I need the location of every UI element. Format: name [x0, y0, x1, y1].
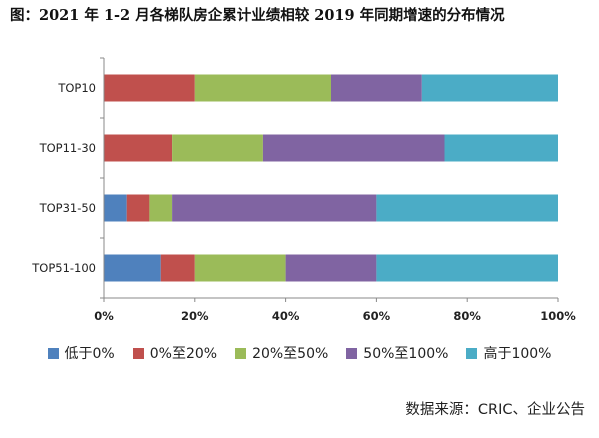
bar-segment-top11-30-s3 — [262, 134, 445, 162]
bar-segment-top10-s4 — [421, 74, 558, 102]
bar-segment-top51-100-s4 — [376, 254, 558, 282]
bar-segment-top31-50-s4 — [376, 194, 558, 222]
legend-swatch — [466, 347, 478, 359]
legend-label: 0%至20% — [149, 346, 218, 362]
legend-item: 0%至20% — [132, 343, 218, 363]
y-tick-label: TOP31-50 — [39, 201, 96, 215]
legend-item: 高于100% — [466, 343, 551, 363]
legend: 低于0% 0%至20% 20%至50% 50%至100% 高于100% — [0, 342, 599, 364]
bar-segment-top51-100-s0 — [104, 254, 161, 282]
legend-item: 低于0% — [47, 343, 115, 363]
legend-label: 高于100% — [483, 346, 552, 362]
bar-segment-top51-100-s1 — [160, 254, 195, 282]
bar-segment-top31-50-s0 — [104, 194, 127, 222]
bar-segment-top11-30-s4 — [444, 134, 558, 162]
x-tick-label: 100% — [540, 309, 576, 323]
legend-item: 50%至100% — [346, 343, 448, 363]
x-tick-label: 80% — [453, 309, 481, 323]
y-tick-label: TOP10 — [57, 81, 96, 95]
x-tick-label: 20% — [181, 309, 209, 323]
bar-segment-top10-s3 — [331, 74, 422, 102]
bar-segment-top10-s1 — [104, 74, 195, 102]
data-source: 数据来源：CRIC、企业公告 — [405, 402, 585, 418]
y-tick-label: TOP51-100 — [31, 261, 96, 275]
x-tick-label: 0% — [94, 309, 114, 323]
legend-swatch — [346, 347, 358, 359]
bar-segment-top11-30-s2 — [172, 134, 263, 162]
legend-label: 低于0% — [64, 346, 115, 362]
legend-label: 50%至100% — [363, 346, 449, 362]
bar-segment-top10-s2 — [194, 74, 331, 102]
legend-swatch — [235, 347, 247, 359]
bar-segment-top31-50-s1 — [126, 194, 150, 222]
legend-label: 20%至50% — [252, 346, 329, 362]
y-tick-label: TOP11-30 — [39, 141, 96, 155]
bar-segment-top51-100-s2 — [194, 254, 286, 282]
legend-swatch — [132, 347, 144, 359]
bar-segment-top31-50-s3 — [172, 194, 377, 222]
bar-segment-top31-50-s2 — [149, 194, 173, 222]
legend-item: 20%至50% — [235, 343, 328, 363]
bar-segment-top51-100-s3 — [285, 254, 377, 282]
chart-title: 图：2021 年 1-2 月各梯队房企累计业绩相较 2019 年同期增速的分布情… — [10, 7, 505, 24]
legend-swatch — [47, 347, 59, 359]
x-tick-label: 40% — [272, 309, 300, 323]
x-tick-label: 60% — [363, 309, 391, 323]
bar-segment-top11-30-s1 — [104, 134, 173, 162]
